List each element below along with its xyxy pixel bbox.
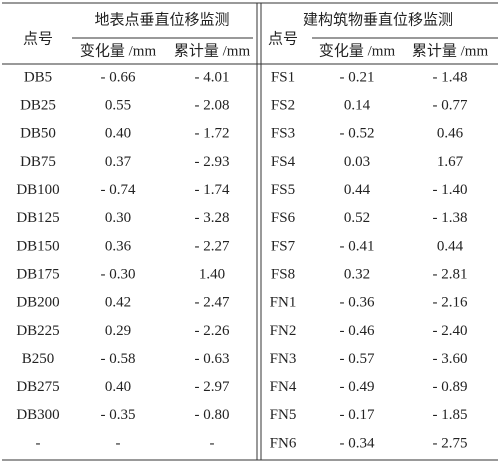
- value-cell: 0.44: [344, 182, 371, 198]
- point-cell: FS6: [271, 210, 296, 226]
- value-cell: - 0.41: [340, 238, 375, 254]
- point-cell: DB25: [20, 98, 56, 114]
- value-cell: - 1.85: [433, 407, 468, 423]
- point-cell: DB225: [16, 323, 59, 339]
- value-cell: - 2.27: [195, 238, 230, 254]
- point-cell: DB300: [16, 407, 59, 423]
- value-cell: - 1.74: [195, 182, 230, 198]
- value-cell: - 0.34: [340, 435, 375, 451]
- point-cell: DB50: [20, 126, 56, 142]
- value-cell: 0.37: [105, 154, 132, 170]
- point-cell: FS5: [271, 182, 295, 198]
- value-cell: - 0.30: [101, 266, 136, 282]
- value-cell: - 3.28: [195, 210, 230, 226]
- subheader: 变化量 /mm: [319, 42, 396, 59]
- value-cell: 0.40: [105, 379, 131, 395]
- value-cell: - 0.46: [340, 323, 375, 339]
- point-cell: FS1: [271, 69, 295, 85]
- point-cell: FN1: [270, 295, 297, 311]
- value-cell: 0.46: [437, 126, 464, 142]
- value-cell: - 4.01: [195, 69, 230, 85]
- value-cell: - 0.66: [101, 69, 136, 85]
- point-cell: DB75: [20, 154, 56, 170]
- value-cell: - 0.89: [433, 379, 468, 395]
- value-cell: 0.55: [105, 98, 131, 114]
- value-cell: - 2.97: [195, 379, 230, 395]
- group-header: 建构筑物垂直位移监测: [303, 11, 453, 28]
- value-cell: - 1.38: [433, 210, 468, 226]
- value-cell: 0.03: [344, 154, 370, 170]
- point-cell: FS7: [271, 238, 296, 254]
- value-cell: 0.30: [105, 210, 131, 226]
- point-cell: -: [36, 435, 41, 451]
- value-cell: - 0.49: [340, 379, 375, 395]
- value-cell: - 0.58: [101, 351, 136, 367]
- value-cell: - 0.35: [101, 407, 136, 423]
- point-cell: DB275: [16, 379, 59, 395]
- value-cell: 0.29: [105, 323, 131, 339]
- value-cell: - 0.80: [195, 407, 230, 423]
- point-cell: B250: [22, 351, 55, 367]
- point-cell: FS8: [271, 266, 295, 282]
- point-cell: FN6: [270, 435, 297, 451]
- subheader: 变化量 /mm: [80, 42, 157, 59]
- point-cell: FS3: [271, 126, 295, 142]
- value-cell: - 1.72: [195, 126, 230, 142]
- point-header: 点号: [268, 30, 298, 47]
- value-cell: -: [210, 435, 215, 451]
- value-cell: - 2.40: [433, 323, 468, 339]
- value-cell: - 1.40: [433, 182, 468, 198]
- value-cell: 0.14: [344, 98, 371, 114]
- point-cell: FN3: [270, 351, 297, 367]
- point-cell: DB200: [16, 295, 59, 311]
- subheader: 累计量 /mm: [412, 42, 489, 59]
- value-cell: - 0.36: [340, 295, 375, 311]
- value-cell: - 0.77: [433, 98, 468, 114]
- point-cell: DB175: [16, 266, 59, 282]
- value-cell: -: [116, 435, 121, 451]
- value-cell: 0.36: [105, 238, 132, 254]
- value-cell: - 2.16: [433, 295, 468, 311]
- point-cell: FN4: [270, 379, 297, 395]
- value-cell: - 0.52: [340, 126, 375, 142]
- subheader: 累计量 /mm: [174, 42, 251, 59]
- value-cell: - 0.21: [340, 69, 375, 85]
- value-cell: - 0.74: [101, 182, 136, 198]
- value-cell: - 0.57: [340, 351, 375, 367]
- value-cell: 0.40: [105, 126, 131, 142]
- value-cell: 0.32: [344, 266, 370, 282]
- value-cell: 0.42: [105, 295, 131, 311]
- value-cell: - 2.08: [195, 98, 230, 114]
- value-cell: - 1.48: [433, 69, 468, 85]
- point-cell: FN5: [270, 407, 297, 423]
- value-cell: - 2.47: [195, 295, 230, 311]
- point-cell: DB125: [16, 210, 59, 226]
- point-cell: FS2: [271, 98, 295, 114]
- value-cell: 0.44: [437, 238, 464, 254]
- value-cell: - 2.26: [195, 323, 230, 339]
- value-cell: - 0.63: [195, 351, 230, 367]
- point-cell: DB150: [16, 238, 59, 254]
- value-cell: - 2.81: [433, 266, 468, 282]
- point-cell: DB100: [16, 182, 59, 198]
- value-cell: - 3.60: [433, 351, 468, 367]
- group-header: 地表点垂直位移监测: [94, 11, 229, 28]
- value-cell: - 2.93: [195, 154, 230, 170]
- value-cell: 1.67: [437, 154, 464, 170]
- point-cell: DB5: [24, 69, 52, 85]
- value-cell: - 2.75: [433, 435, 468, 451]
- value-cell: 0.52: [344, 210, 370, 226]
- point-cell: FS4: [271, 154, 296, 170]
- point-header: 点号: [23, 30, 53, 47]
- value-cell: - 0.17: [340, 407, 375, 423]
- value-cell: 1.40: [199, 266, 225, 282]
- point-cell: FN2: [270, 323, 297, 339]
